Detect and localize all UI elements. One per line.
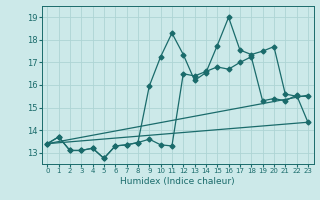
X-axis label: Humidex (Indice chaleur): Humidex (Indice chaleur) [120,177,235,186]
